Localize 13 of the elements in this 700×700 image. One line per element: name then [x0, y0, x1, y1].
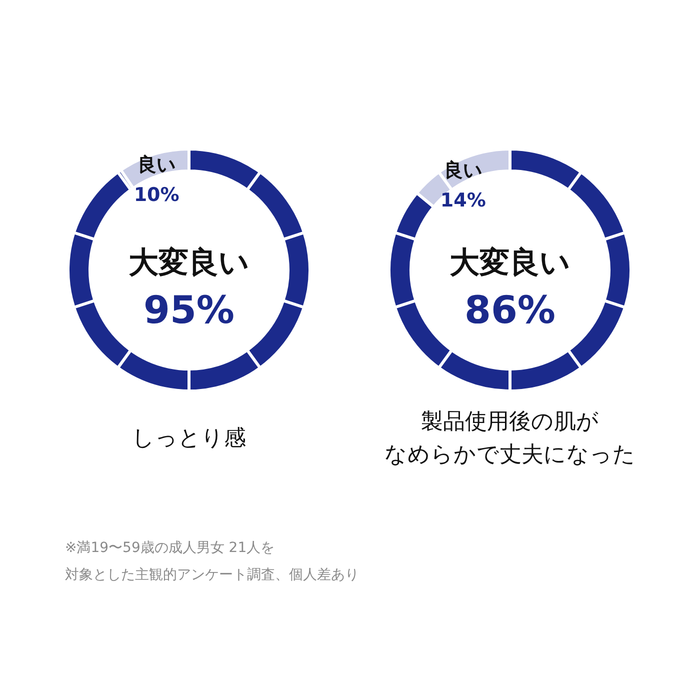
slice-label: 良い	[138, 154, 176, 176]
donut-slice	[66, 148, 312, 392]
slice-label: 大変良い	[450, 246, 570, 280]
text: ※満19〜59歳の成人男女 21人を対象とした主観的アンケート調査、個人差あり	[65, 540, 359, 583]
data-label: 86%	[464, 288, 556, 332]
donut-slice	[388, 148, 632, 392]
slice-label: 良い	[444, 159, 482, 182]
data-label: 14%	[440, 189, 486, 212]
text: しっとり感	[132, 426, 246, 450]
data-label: 10%	[134, 184, 180, 206]
text: 製品使用後の肌がなめらかで丈夫になった	[384, 409, 636, 467]
slice-label: 大変良い	[128, 246, 250, 280]
data-label: 95%	[144, 288, 234, 332]
